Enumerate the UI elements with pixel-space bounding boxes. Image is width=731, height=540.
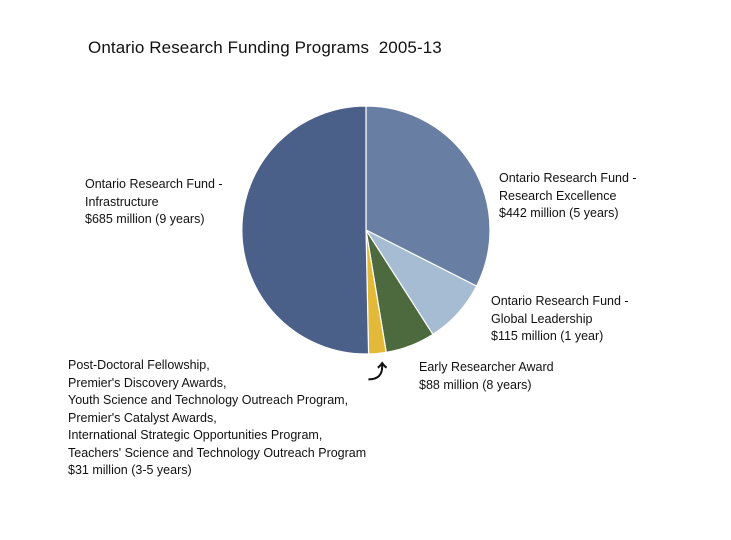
slice-label-research-excellence: Ontario Research Fund - Research Excelle… xyxy=(499,170,637,223)
slice-label-global-leadership: Ontario Research Fund - Global Leadershi… xyxy=(491,293,629,346)
label-line: Ontario Research Fund - xyxy=(85,177,223,191)
callout-arrow-icon: ⤴ xyxy=(368,362,388,383)
label-line: Infrastructure xyxy=(85,194,159,209)
label-value: $31 million (3-5 years) xyxy=(68,463,192,477)
label-line: International Strategic Opportunities Pr… xyxy=(68,428,323,442)
label-line: Teachers' Science and Technology Outreac… xyxy=(68,445,367,460)
label-line: Premier's Discovery Awards, xyxy=(68,375,227,390)
slice-label-infrastructure: Ontario Research Fund - Infrastructure $… xyxy=(85,176,223,229)
slice-label-other-programs: Post-Doctoral Fellowship, Premier's Disc… xyxy=(68,357,366,480)
pie-slice-research-excellence xyxy=(365,105,491,287)
label-line: Early Researcher Award xyxy=(419,360,554,374)
label-value: $88 million (8 years) xyxy=(419,377,532,392)
label-line: Youth Science and Technology Outreach Pr… xyxy=(68,393,349,407)
pie-slice-infrastructure xyxy=(241,105,370,355)
label-value: $115 million (1 year) xyxy=(491,329,604,343)
chart-title: Ontario Research Funding Programs 2005-1… xyxy=(88,38,442,57)
label-line: Post-Doctoral Fellowship, xyxy=(68,358,210,372)
label-line: Premier's Catalyst Awards, xyxy=(68,410,217,425)
label-line: Ontario Research Fund - xyxy=(491,294,629,308)
label-line: Global Leadership xyxy=(491,311,593,326)
label-value: $442 million (5 years) xyxy=(499,206,619,220)
label-line: Ontario Research Fund - xyxy=(499,171,637,185)
label-line: Research Excellence xyxy=(499,188,617,203)
label-value: $685 million (9 years) xyxy=(85,212,205,226)
slice-label-early-researcher-award: Early Researcher Award $88 million (8 ye… xyxy=(419,359,554,394)
